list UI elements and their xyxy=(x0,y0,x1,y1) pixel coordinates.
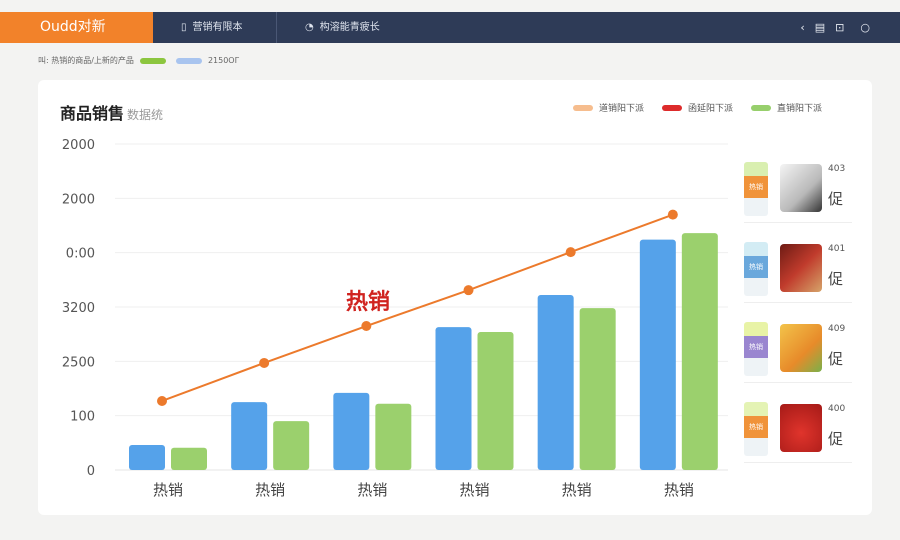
trend-point xyxy=(667,209,678,220)
product-tag: 热销 xyxy=(744,322,768,376)
y-tick-label: 3200 xyxy=(62,301,95,316)
legend: 道销阳下派 函延阳下派 直销阳下派 xyxy=(572,101,822,114)
green-bar xyxy=(171,447,207,470)
tab-marketing[interactable]: ▯ 营销有限本 xyxy=(153,12,277,43)
x-tick-label: 热销 xyxy=(562,481,592,499)
trend-point xyxy=(361,321,372,332)
product-name: 促 xyxy=(828,190,844,208)
swatch-label: 2150ОГ xyxy=(207,56,240,65)
green-bar xyxy=(273,421,310,470)
red-bag-image xyxy=(780,404,822,452)
trend-point xyxy=(463,285,474,296)
trend-point xyxy=(157,395,167,406)
product-name: 促 xyxy=(828,270,844,288)
blue-bar xyxy=(537,295,574,470)
snack-pack-image xyxy=(780,324,822,372)
x-tick-label: 热销 xyxy=(664,481,694,499)
tab-analysis[interactable]: ◔ 构溶能青疲长 xyxy=(277,12,437,43)
chart-annotation: 热销 xyxy=(346,289,390,315)
product-number: 409 xyxy=(828,324,846,334)
brand-logo[interactable]: Oudd对新 xyxy=(0,12,153,43)
green-bar xyxy=(375,403,412,470)
x-tick-label: 热销 xyxy=(459,481,489,499)
product-name: 促 xyxy=(828,430,844,448)
blue-bar xyxy=(333,392,370,470)
product-number: 401 xyxy=(828,244,846,254)
x-tick-label: 热销 xyxy=(255,481,285,499)
y-tick-label: 2500 xyxy=(62,355,95,370)
chart-icon: ▯ xyxy=(181,22,187,33)
y-tick-label: 0:00 xyxy=(66,247,95,262)
product-tag: 热销 xyxy=(744,242,768,296)
product-item[interactable]: 热销 400 促 xyxy=(744,400,852,463)
green-swatch xyxy=(139,57,166,64)
product-item[interactable]: 热销 403 促 xyxy=(744,160,852,223)
product-name: 促 xyxy=(828,350,844,368)
gift-box-image xyxy=(780,244,822,292)
product-tag: 热销 xyxy=(744,402,768,456)
card-subtitle: 数据统 xyxy=(127,108,164,122)
green-bar xyxy=(477,331,514,470)
trend-line xyxy=(161,213,674,402)
blue-bar xyxy=(639,239,676,470)
shopping-bag-image xyxy=(780,164,822,212)
product-number: 400 xyxy=(828,404,846,414)
y-tick-label: 2000 xyxy=(62,138,95,153)
search-icon[interactable]: ⊡ xyxy=(835,21,845,34)
bell-icon: ◔ xyxy=(305,22,314,33)
green-bar xyxy=(681,233,718,470)
blue-bar xyxy=(231,402,268,470)
product-item[interactable]: 热销 409 促 xyxy=(744,320,852,383)
legend-item: 函延阳下派 xyxy=(661,101,733,114)
legend-item: 道销阳下派 xyxy=(572,101,644,114)
x-tick-label: 热销 xyxy=(357,481,387,499)
share-icon[interactable]: ‹ xyxy=(800,21,805,34)
blue-bar xyxy=(129,445,165,470)
top-nav-bar: Oudd对新 ▯ 营销有限本 ◔ 构溶能青疲长 ‹ ▤ ⊡ ○ xyxy=(0,12,900,43)
product-number: 403 xyxy=(828,164,846,174)
trend-point xyxy=(259,357,270,368)
product-tag: 热销 xyxy=(744,162,768,216)
x-tick-label: 热销 xyxy=(153,481,183,499)
product-item[interactable]: 热销 401 促 xyxy=(744,240,852,303)
blue-swatch xyxy=(175,57,202,64)
subheader-text: 叫: 热销的商品/上新的产品 xyxy=(38,56,134,65)
card-title: 商品销售 数据统 xyxy=(60,104,164,123)
y-tick-label: 100 xyxy=(70,410,95,425)
blue-bar xyxy=(435,327,472,470)
tab-label: 营销有限本 xyxy=(192,22,243,33)
tab-label: 构溶能青疲长 xyxy=(319,22,380,33)
green-bar xyxy=(579,308,616,470)
legend-item: 直销阳下派 xyxy=(750,101,822,114)
subheader: 叫: 热销的商品/上新的产品 2150ОГ xyxy=(38,55,239,66)
y-tick-label: 2000 xyxy=(62,192,95,207)
document-icon[interactable]: ▤ xyxy=(814,21,826,34)
chat-icon[interactable]: ○ xyxy=(860,21,870,34)
trend-point xyxy=(565,247,576,258)
y-tick-label: 0 xyxy=(87,464,95,479)
